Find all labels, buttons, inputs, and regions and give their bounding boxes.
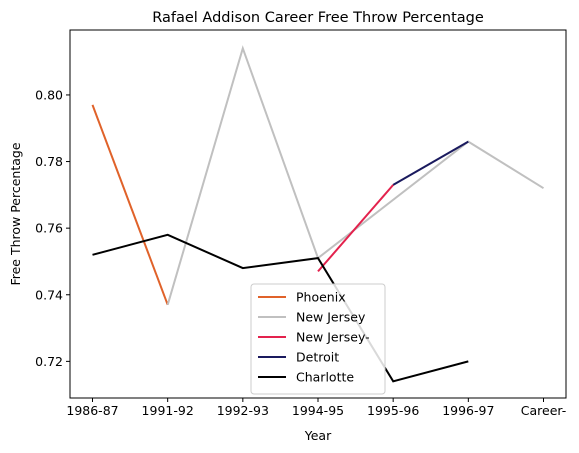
y-tick-label: 0.72: [35, 354, 63, 369]
x-tick-label: 1986-87: [66, 403, 118, 418]
y-axis-label: Free Throw Percentage: [8, 142, 23, 285]
y-tick-label: 0.76: [35, 221, 63, 236]
x-axis-label: Year: [304, 428, 332, 443]
x-tick-label: 1995-96: [367, 403, 419, 418]
legend-label: New Jersey-: [296, 330, 370, 345]
x-tick-label: 1992-93: [217, 403, 269, 418]
legend-label: Detroit: [296, 350, 339, 365]
chart-title: Rafael Addison Career Free Throw Percent…: [152, 10, 484, 26]
legend-label: Charlotte: [296, 370, 354, 385]
legend: Phoenix New Jersey New Jersey- Detroit Charl…: [250, 283, 386, 395]
legend-label: Phoenix: [296, 290, 346, 305]
series-line-2: [317, 184, 394, 273]
series-line-0: [91, 104, 169, 306]
x-tick-label: 1994-95: [292, 403, 344, 418]
x-tick-label: 1991-92: [142, 403, 194, 418]
series-line-4: [92, 233, 469, 383]
x-tick-label: 1996-97: [442, 403, 494, 418]
legend-label: New Jersey: [296, 310, 366, 325]
plot-area: [91, 45, 545, 383]
series-line-3: [392, 140, 469, 186]
y-tick-label: 0.78: [35, 154, 63, 169]
legend-box: [250, 283, 386, 395]
axis-ticks: 1986-87 1991-92 1992-93 1994-95 1995-96 1996-…: [35, 87, 566, 418]
x-tick-label: Career-: [521, 403, 566, 418]
y-tick-label: 0.80: [35, 87, 63, 102]
y-tick-label: 0.74: [35, 287, 63, 302]
